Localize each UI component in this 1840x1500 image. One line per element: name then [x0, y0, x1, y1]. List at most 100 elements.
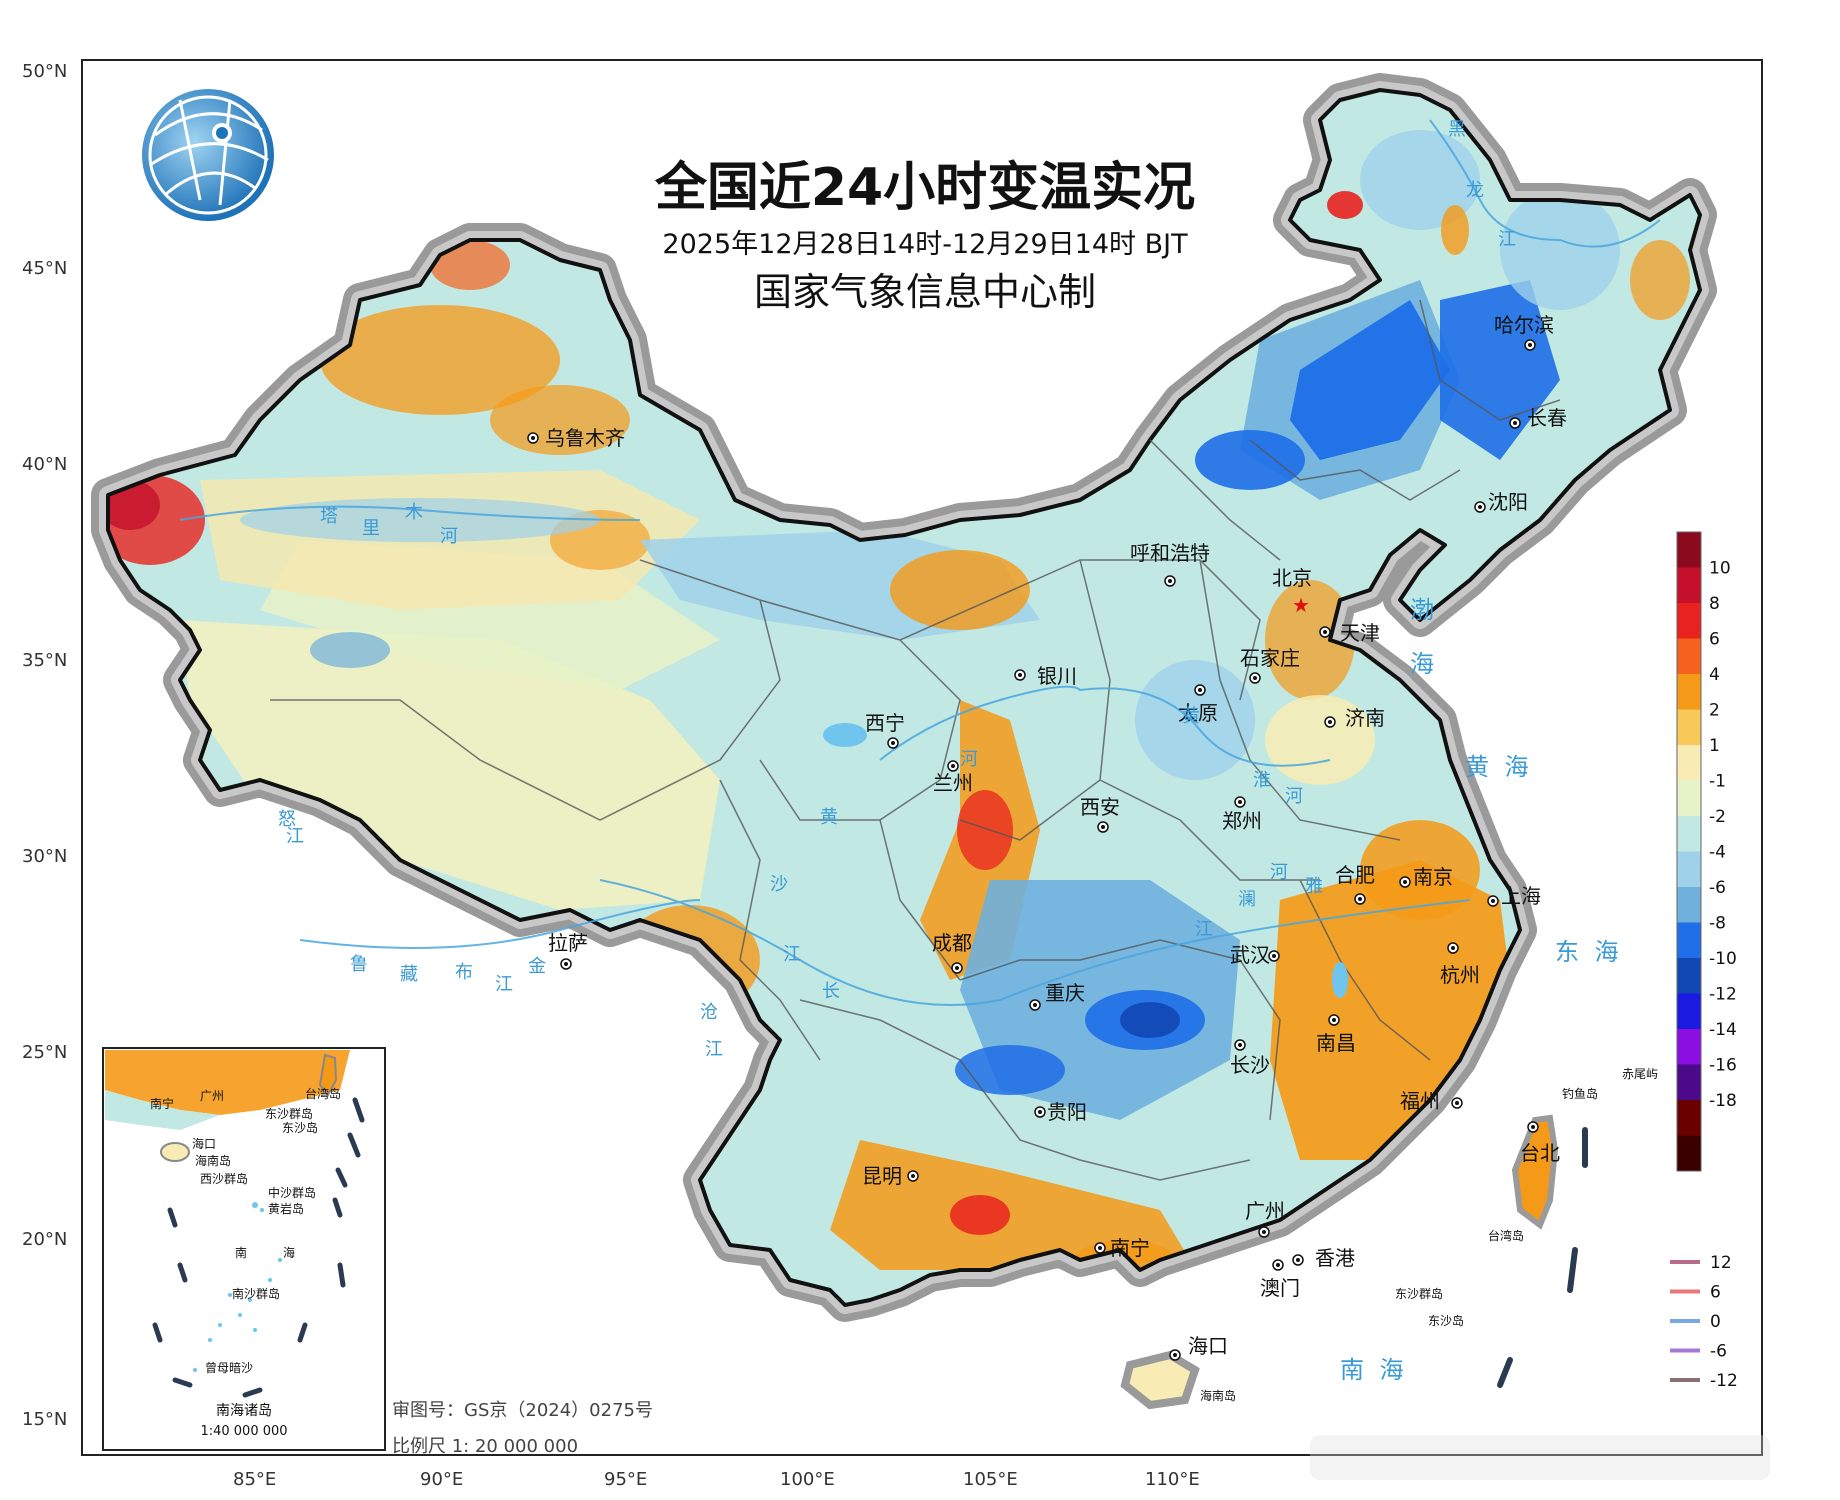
legend-swatch	[1677, 887, 1701, 923]
river-label: 河	[1285, 786, 1303, 807]
city-marker: 长沙	[1230, 1039, 1270, 1077]
city-marker: 长春	[1509, 406, 1567, 430]
legend-label: 4	[1709, 665, 1720, 685]
legend-swatch	[1677, 993, 1701, 1029]
city-label: 台北	[1520, 1141, 1560, 1165]
city-label: 哈尔滨	[1494, 313, 1554, 337]
city-marker: 广州	[1245, 1199, 1285, 1238]
city-marker: 昆明	[862, 1164, 919, 1188]
city-label: 重庆	[1045, 981, 1085, 1005]
lat-label: 40°N	[22, 454, 67, 475]
review-number: 审图号：GS京（2024）0275号	[392, 1400, 653, 1421]
city-label: 南京	[1413, 865, 1453, 889]
city-marker: 兰州	[933, 760, 973, 795]
legend-label: -4	[1709, 843, 1726, 863]
city-marker: 福州	[1400, 1089, 1463, 1113]
city-label: 杭州	[1440, 963, 1480, 987]
river-label: 河	[440, 526, 458, 547]
island-label: 东沙群岛	[1395, 1286, 1443, 1301]
city-marker: 拉萨	[548, 931, 588, 970]
south-china-sea-inset: 南宁 广州 台湾岛 东沙群岛 东沙岛 海口 海南岛 西沙群岛 中沙群岛 黄岩岛 …	[102, 1047, 386, 1451]
river-label: 江	[286, 826, 304, 847]
city-label: 澳门	[1260, 1276, 1300, 1300]
river-label: 鲁	[350, 954, 368, 975]
island-label: 台湾岛	[1488, 1228, 1524, 1243]
legend-swatch	[1677, 1100, 1701, 1136]
inset-label: 曾母暗沙	[205, 1360, 253, 1375]
river-label: 沧	[700, 1002, 718, 1023]
lat-label: 30°N	[22, 846, 67, 867]
city-label: 上海	[1501, 884, 1541, 908]
city-marker: 西安	[1080, 795, 1120, 833]
temperature-regions	[108, 130, 1690, 1280]
legend-swatch	[1677, 567, 1701, 603]
city-label: 乌鲁木齐	[545, 426, 625, 450]
contour-label: 6	[1710, 1283, 1721, 1303]
city-marker: 南昌	[1316, 1014, 1356, 1055]
city-label: 天津	[1340, 621, 1380, 645]
legend-label: 1	[1709, 736, 1720, 756]
city-label: 成都	[932, 931, 972, 955]
legend-swatch	[1677, 816, 1701, 852]
legend-label: -14	[1709, 1020, 1737, 1040]
river-labels: 黑龙江塔里木河黄河黄河淮河雅鲁藏布江金沙江长江澜沧江怒江	[278, 119, 1516, 1060]
city-marker: 武汉	[1230, 943, 1280, 967]
city-marker: 银川	[1014, 664, 1077, 688]
island-label: 海南岛	[1200, 1388, 1236, 1403]
legend-swatch	[1677, 780, 1701, 816]
province-borders	[270, 299, 1561, 1181]
city-marker: 台北	[1520, 1121, 1560, 1165]
contour-label: -12	[1710, 1371, 1738, 1391]
river-label: 塔	[320, 506, 338, 527]
city-label: 福州	[1400, 1089, 1440, 1113]
city-label: 石家庄	[1240, 646, 1300, 670]
contour-label: 12	[1710, 1253, 1732, 1273]
sea-label: 东 海	[1555, 938, 1623, 966]
lon-label: 95°E	[604, 1469, 647, 1490]
fill-legend: 10 8 6 4 2 1 -1 -2 -4 -6 -8 -10 -12 -14 -16 -18	[1676, 531, 1737, 1172]
city-marker: 上海	[1487, 884, 1541, 908]
legend-swatch	[1677, 638, 1701, 674]
river-label: 金	[528, 956, 546, 977]
island-label: 赤尾屿	[1622, 1067, 1658, 1081]
lat-label: 35°N	[22, 650, 67, 671]
legend-swatch	[1677, 1029, 1701, 1065]
legend-swatch	[1677, 709, 1701, 745]
river-label: 黄	[1182, 706, 1200, 727]
poyang-lake	[1332, 962, 1348, 998]
map-title: 全国近24小时变温实况	[654, 158, 1195, 218]
city-marker: 乌鲁木齐	[527, 426, 625, 450]
city-marker: 西宁	[865, 711, 905, 749]
legend-swatch	[1677, 1135, 1701, 1171]
inset-label: 海	[283, 1245, 295, 1260]
city-marker: 天津	[1319, 621, 1380, 645]
map-producer: 国家气象信息中心制	[754, 270, 1096, 314]
lat-label: 15°N	[22, 1409, 67, 1430]
legend-label: -2	[1709, 807, 1726, 827]
inset-label: 东沙岛	[282, 1120, 318, 1135]
inset-scale: 1:40 000 000	[200, 1424, 287, 1439]
inset-title: 南海诸岛	[216, 1403, 272, 1419]
city-marker: 哈尔滨	[1494, 313, 1554, 351]
inset-label: 黄岩岛	[268, 1201, 304, 1216]
legend-label: 6	[1709, 630, 1720, 650]
city-label: 太原	[1178, 701, 1218, 725]
legend-label: -6	[1709, 878, 1726, 898]
legend-swatch	[1677, 958, 1701, 994]
inset-label: 中沙群岛	[268, 1185, 316, 1200]
river-label: 黄	[820, 807, 838, 828]
inset-label: 海南岛	[195, 1153, 231, 1168]
capital-star-icon: ★	[1292, 593, 1310, 617]
legend-swatch	[1677, 1064, 1701, 1100]
lat-label: 45°N	[22, 258, 67, 279]
city-marker: 合肥	[1335, 863, 1375, 905]
sea-label: 渤	[1410, 596, 1438, 624]
legend-swatch	[1677, 532, 1701, 568]
river-label: 长	[822, 981, 840, 1002]
city-marker: 贵阳	[1034, 1100, 1087, 1124]
city-marker: 重庆	[1029, 981, 1085, 1011]
river-label: 藏	[400, 964, 418, 985]
inset-label: 南宁	[150, 1096, 174, 1111]
river-label: 江	[1195, 919, 1213, 940]
inset-label: 西沙群岛	[200, 1171, 248, 1186]
